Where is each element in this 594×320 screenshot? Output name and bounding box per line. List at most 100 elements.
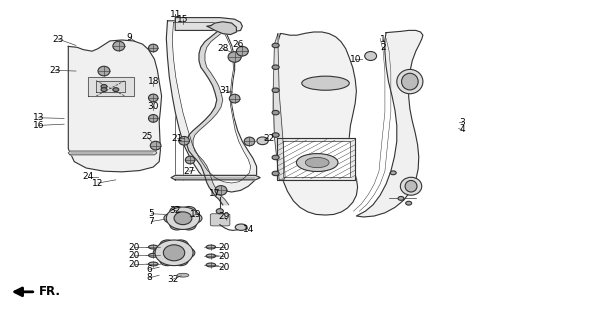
Ellipse shape xyxy=(173,255,188,266)
Text: 15: 15 xyxy=(177,15,189,24)
Polygon shape xyxy=(187,26,230,205)
Text: 26: 26 xyxy=(232,40,244,49)
Ellipse shape xyxy=(113,88,119,92)
Ellipse shape xyxy=(170,220,184,230)
Ellipse shape xyxy=(272,171,279,176)
Ellipse shape xyxy=(174,212,192,225)
Text: 31: 31 xyxy=(219,86,230,95)
Ellipse shape xyxy=(235,224,247,230)
Ellipse shape xyxy=(305,157,329,168)
Ellipse shape xyxy=(400,177,422,195)
Ellipse shape xyxy=(148,253,158,257)
Ellipse shape xyxy=(153,248,169,258)
Text: 23: 23 xyxy=(49,66,61,75)
Ellipse shape xyxy=(113,41,125,51)
FancyBboxPatch shape xyxy=(210,214,230,226)
Ellipse shape xyxy=(405,180,417,192)
Text: 3: 3 xyxy=(459,118,465,127)
Ellipse shape xyxy=(365,52,377,60)
Ellipse shape xyxy=(390,171,396,175)
Ellipse shape xyxy=(148,94,158,102)
Ellipse shape xyxy=(150,141,161,150)
Polygon shape xyxy=(273,32,358,215)
Ellipse shape xyxy=(98,66,110,76)
Ellipse shape xyxy=(398,196,404,200)
Polygon shape xyxy=(356,30,423,217)
Text: 10: 10 xyxy=(349,55,361,64)
Ellipse shape xyxy=(236,46,248,56)
Ellipse shape xyxy=(206,263,216,267)
Ellipse shape xyxy=(272,43,279,48)
Ellipse shape xyxy=(272,133,279,137)
Ellipse shape xyxy=(163,245,185,261)
Ellipse shape xyxy=(164,213,178,223)
Text: 8: 8 xyxy=(147,273,153,282)
Polygon shape xyxy=(273,34,285,180)
Text: FR.: FR. xyxy=(39,285,61,298)
Ellipse shape xyxy=(229,94,240,103)
Text: 17: 17 xyxy=(209,189,221,198)
Ellipse shape xyxy=(272,65,279,69)
Ellipse shape xyxy=(177,273,189,277)
Ellipse shape xyxy=(173,240,188,250)
Text: 21: 21 xyxy=(171,134,183,143)
Ellipse shape xyxy=(155,240,193,266)
Text: 11: 11 xyxy=(169,10,181,19)
Polygon shape xyxy=(96,81,125,92)
Ellipse shape xyxy=(228,52,241,62)
Ellipse shape xyxy=(170,206,184,216)
Ellipse shape xyxy=(272,88,279,92)
Ellipse shape xyxy=(402,73,418,90)
Text: 14: 14 xyxy=(242,225,254,234)
Polygon shape xyxy=(68,151,157,155)
Ellipse shape xyxy=(406,201,412,205)
Text: 9: 9 xyxy=(127,33,132,42)
Ellipse shape xyxy=(206,254,216,258)
Text: 24: 24 xyxy=(83,172,93,181)
Text: 5: 5 xyxy=(148,209,154,218)
Text: 20: 20 xyxy=(128,243,140,252)
Text: 6: 6 xyxy=(147,265,153,274)
Ellipse shape xyxy=(148,262,158,266)
Text: 2: 2 xyxy=(380,43,386,52)
Text: 20: 20 xyxy=(219,263,230,272)
Text: 30: 30 xyxy=(147,102,159,111)
Text: 25: 25 xyxy=(141,132,153,141)
Ellipse shape xyxy=(215,186,227,195)
Ellipse shape xyxy=(216,209,223,214)
Ellipse shape xyxy=(160,255,175,266)
Text: 28: 28 xyxy=(217,44,229,53)
Text: 7: 7 xyxy=(148,217,154,226)
Polygon shape xyxy=(171,175,260,180)
Text: 22: 22 xyxy=(263,134,274,143)
Ellipse shape xyxy=(302,76,349,90)
Text: 16: 16 xyxy=(33,121,45,130)
Ellipse shape xyxy=(178,209,190,212)
Text: 4: 4 xyxy=(459,125,465,134)
Ellipse shape xyxy=(244,137,255,146)
Ellipse shape xyxy=(272,155,279,160)
Polygon shape xyxy=(68,40,162,172)
Ellipse shape xyxy=(182,220,196,230)
Ellipse shape xyxy=(160,240,175,250)
Text: 20: 20 xyxy=(219,252,230,261)
Polygon shape xyxy=(166,21,257,192)
Text: 18: 18 xyxy=(147,77,159,86)
Ellipse shape xyxy=(272,110,279,115)
Text: 20: 20 xyxy=(128,252,140,260)
Ellipse shape xyxy=(185,156,195,164)
Text: 12: 12 xyxy=(92,179,104,188)
Polygon shape xyxy=(175,18,242,32)
Ellipse shape xyxy=(257,137,268,145)
Polygon shape xyxy=(172,22,251,183)
Ellipse shape xyxy=(101,88,107,92)
Text: 27: 27 xyxy=(183,167,195,176)
Ellipse shape xyxy=(148,245,158,249)
Polygon shape xyxy=(88,77,134,96)
Ellipse shape xyxy=(148,115,158,122)
Ellipse shape xyxy=(148,44,158,52)
Ellipse shape xyxy=(101,84,107,88)
Ellipse shape xyxy=(179,136,189,145)
Text: 20: 20 xyxy=(219,243,230,252)
Ellipse shape xyxy=(179,248,195,258)
